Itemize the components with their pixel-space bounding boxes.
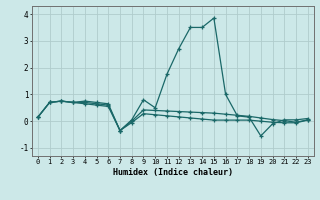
X-axis label: Humidex (Indice chaleur): Humidex (Indice chaleur) — [113, 168, 233, 177]
